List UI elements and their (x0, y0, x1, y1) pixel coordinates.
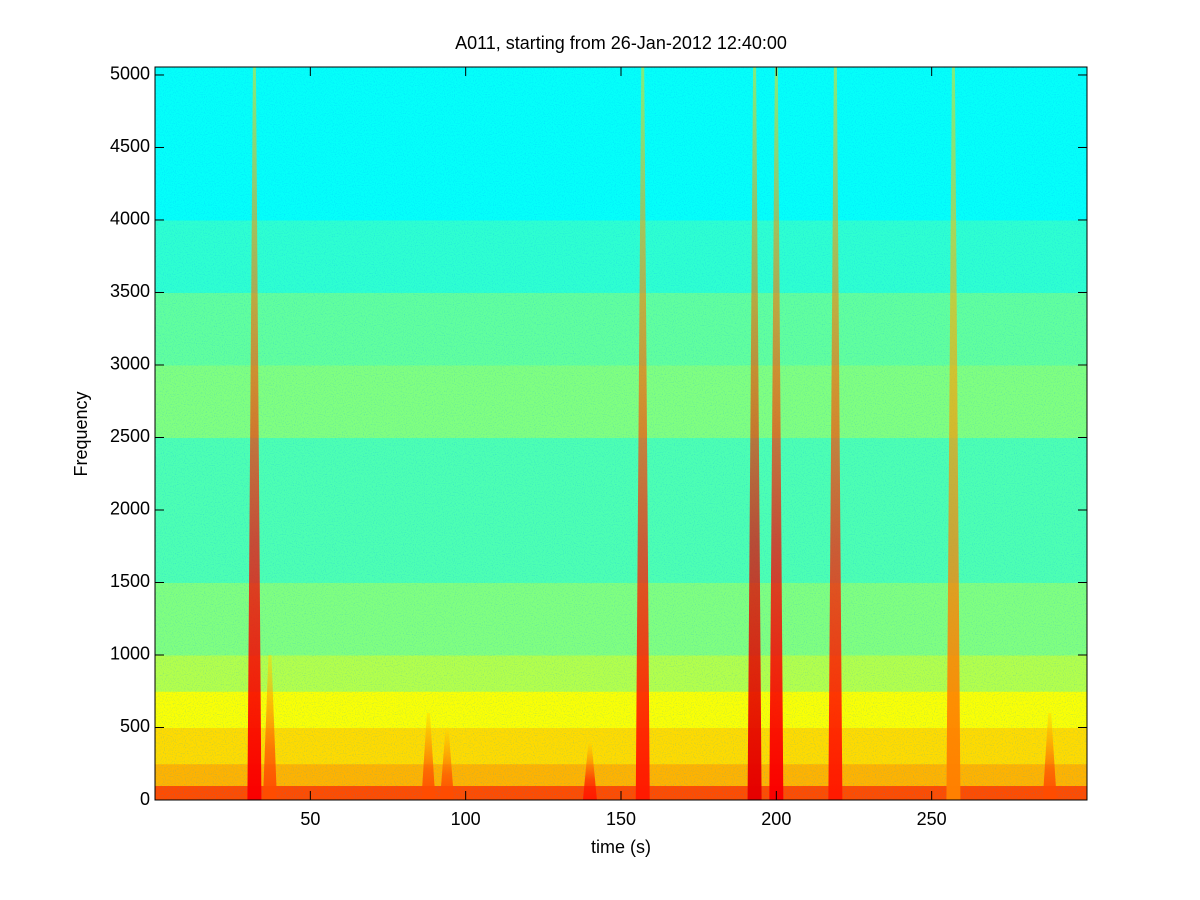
y-tick-label: 2000 (110, 499, 150, 519)
x-tick-label: 200 (761, 809, 791, 829)
y-tick-label: 1500 (110, 571, 150, 591)
y-tick-label: 3000 (110, 354, 150, 374)
plot-area (155, 67, 1087, 800)
y-tick-label: 0 (140, 789, 150, 809)
x-tick-label: 100 (451, 809, 481, 829)
event (635, 67, 650, 800)
event (247, 67, 262, 800)
event (421, 712, 436, 800)
event (582, 741, 597, 800)
x-axis-label: time (s) (591, 837, 651, 857)
y-tick-label: 4000 (110, 209, 150, 229)
event (828, 67, 843, 800)
chart-title: A011, starting from 26-Jan-2012 12:40:00 (455, 33, 787, 53)
event (262, 654, 277, 800)
texture (155, 67, 1087, 800)
x-tick-label: 250 (917, 809, 947, 829)
event (440, 727, 455, 800)
event (769, 67, 784, 800)
event (1042, 712, 1057, 800)
x-tick-label: 150 (606, 809, 636, 829)
event (747, 67, 762, 800)
event (946, 67, 961, 800)
y-tick-label: 5000 (110, 64, 150, 84)
y-tick-label: 3500 (110, 281, 150, 301)
y-tick-label: 4500 (110, 136, 150, 156)
y-tick-label: 1000 (110, 644, 150, 664)
y-axis-label: Frequency (71, 391, 91, 476)
y-tick-label: 500 (120, 716, 150, 736)
x-tick-label: 50 (300, 809, 320, 829)
y-tick-label: 2500 (110, 426, 150, 446)
